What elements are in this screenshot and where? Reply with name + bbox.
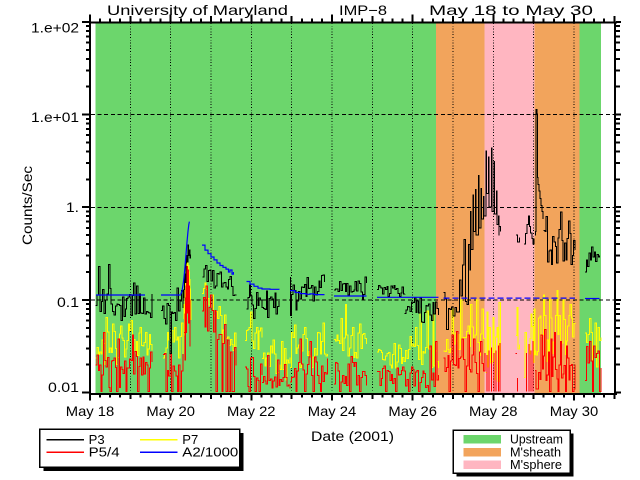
svg-text:0.1: 0.1: [57, 294, 79, 310]
svg-text:May 18: May 18: [66, 403, 115, 419]
svg-text:A2/1000: A2/1000: [182, 445, 238, 460]
svg-text:May 20: May 20: [146, 403, 195, 419]
svg-text:May 24: May 24: [308, 403, 357, 419]
svg-text:M'sphere: M'sphere: [510, 457, 562, 472]
svg-text:May 26: May 26: [388, 403, 437, 419]
svg-text:1.: 1.: [66, 199, 79, 215]
svg-text:Counts/Sec: Counts/Sec: [19, 166, 35, 245]
svg-text:May 28: May 28: [469, 403, 518, 419]
svg-text:Date (2001): Date (2001): [311, 428, 394, 444]
svg-text:IMP−8: IMP−8: [339, 2, 387, 18]
svg-text:P3: P3: [89, 432, 105, 447]
svg-text:May 30: May 30: [550, 403, 599, 419]
svg-text:May 18 to May 30: May 18 to May 30: [429, 2, 593, 18]
svg-text:P7: P7: [182, 432, 198, 447]
svg-text:0.01: 0.01: [48, 379, 79, 395]
svg-text:University of Maryland: University of Maryland: [107, 2, 288, 18]
svg-text:1.e+02: 1.e+02: [31, 20, 79, 36]
svg-text:May 22: May 22: [227, 403, 276, 419]
svg-text:1.e+01: 1.e+01: [31, 109, 79, 125]
svg-text:P5/4: P5/4: [89, 445, 120, 460]
svg-text:M'sheath: M'sheath: [510, 444, 561, 459]
svg-text:Upstream: Upstream: [510, 432, 563, 447]
